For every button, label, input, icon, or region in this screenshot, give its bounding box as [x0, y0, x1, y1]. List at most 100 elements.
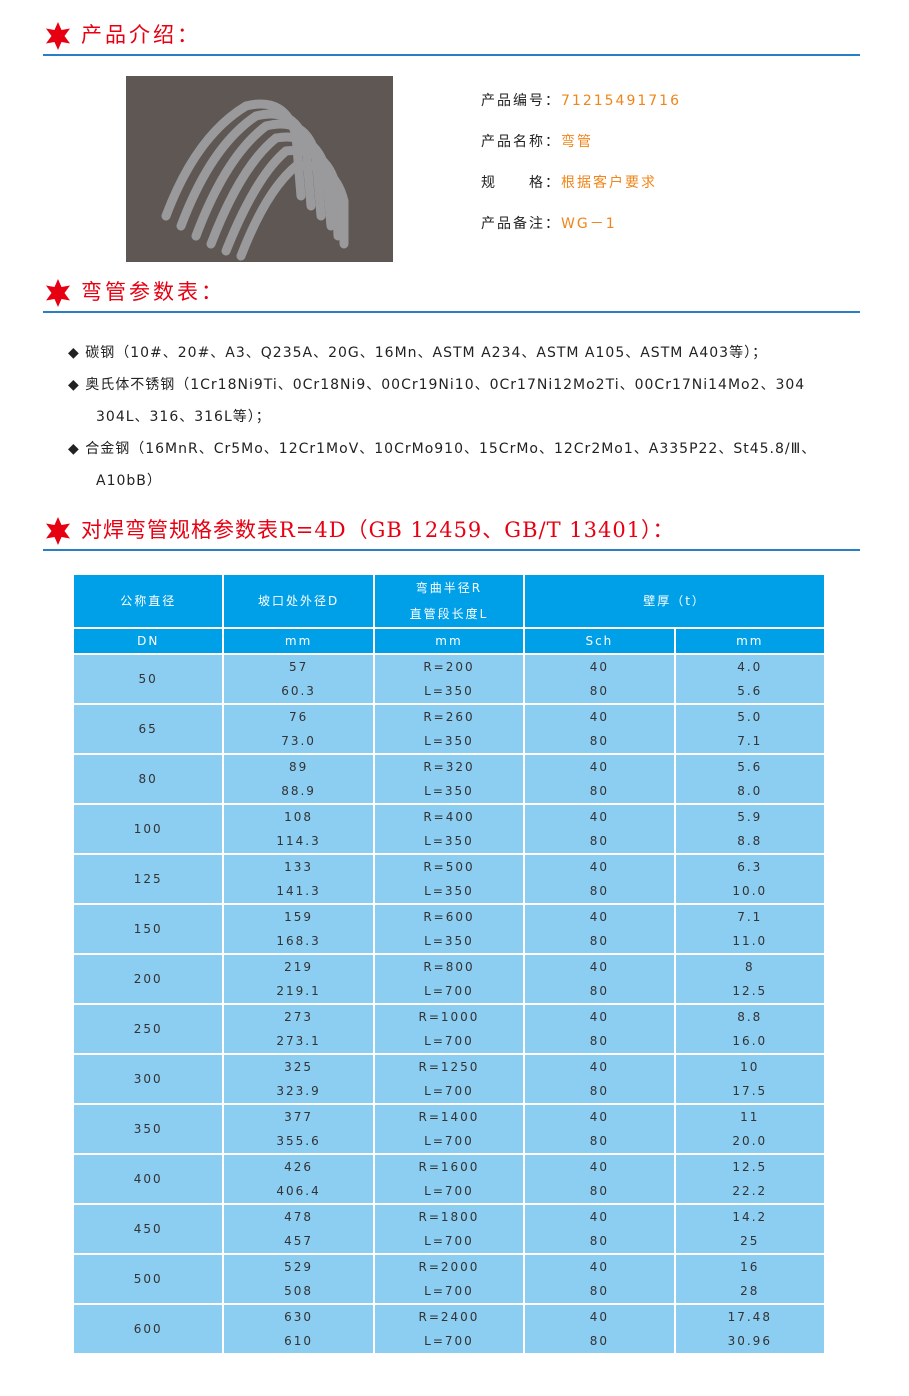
od-1: 478	[284, 1210, 314, 1224]
material-text: 碳钢（10#、20#、A3、Q235A、20G、16Mn、ASTM A234、A…	[85, 345, 768, 361]
od-1: 76	[288, 710, 309, 724]
divider	[43, 54, 860, 56]
unit: mm	[222, 627, 375, 655]
header-radius: 弯曲半径R 直管段长度L	[372, 573, 526, 629]
table-row: 150 159 168.3 R=600 L=350 40 80 7.1 11.0	[71, 903, 827, 955]
od-1: 426	[284, 1160, 314, 1174]
od-1: 159	[284, 910, 314, 924]
cell-sch: 40 80	[523, 1103, 676, 1155]
product-spec-row: 规 格：根据客户要求	[481, 172, 657, 192]
cell-sch: 40 80	[523, 1303, 676, 1355]
label: 产品备注：	[481, 216, 561, 232]
material-item: ◆ 奥氏体不锈钢（1Cr18Ni9Ti、0Cr18Ni9、00Cr19Ni10、…	[68, 377, 806, 393]
thickness-2: 20.0	[732, 1134, 768, 1148]
sch-1: 40	[589, 1260, 609, 1274]
cell-radius: R=320 L=350	[372, 753, 526, 805]
header-dn: 公称直径	[71, 573, 225, 629]
cell-od: 426 406.4	[222, 1153, 375, 1205]
cell-dn: 500	[71, 1253, 225, 1305]
table-row: 350 377 355.6 R=1400 L=700 40 80 11 20.0	[71, 1103, 827, 1155]
thickness-1: 10	[740, 1060, 760, 1074]
od-2: 73.0	[281, 734, 316, 748]
header-length-l: 直管段长度L	[409, 607, 489, 621]
length: L=350	[424, 784, 474, 798]
thickness-1: 12.5	[732, 1160, 768, 1174]
cell-sch: 40 80	[523, 803, 676, 855]
sch-2: 80	[589, 684, 609, 698]
cell-od: 57 60.3	[222, 653, 375, 705]
od-1: 377	[284, 1110, 314, 1124]
od-1: 57	[288, 660, 309, 674]
unit-row: DN mm mm Sch mm	[71, 627, 827, 655]
cell-dn: 450	[71, 1203, 225, 1255]
thickness-2: 17.5	[732, 1084, 768, 1098]
star-icon	[46, 22, 70, 50]
cell-thickness: 8 12.5	[673, 953, 827, 1005]
od-2: 406.4	[276, 1184, 321, 1198]
cell-sch: 40 80	[523, 703, 676, 755]
od-2: 141.3	[276, 884, 321, 898]
material-text-cont: A10bB）	[96, 473, 162, 489]
cell-sch: 40 80	[523, 1053, 676, 1105]
star-icon	[46, 517, 70, 545]
cell-od: 529 508	[222, 1253, 375, 1305]
product-name-row: 产品名称：弯管	[481, 131, 593, 151]
star-icon	[46, 279, 70, 307]
cell-dn: 300	[71, 1053, 225, 1105]
thickness-2: 7.1	[737, 734, 763, 748]
cell-radius: R=2400 L=700	[372, 1303, 526, 1355]
radius: R=1250	[418, 1060, 480, 1074]
thickness-2: 8.0	[737, 784, 763, 798]
cell-thickness: 14.2 25	[673, 1203, 827, 1255]
length: L=350	[424, 684, 474, 698]
thickness-2: 25	[740, 1234, 760, 1248]
cell-dn: 400	[71, 1153, 225, 1205]
material-text: 合金钢（16MnR、Cr5Mo、12Cr1MoV、10CrMo910、15CrM…	[85, 441, 817, 457]
sch-2: 80	[589, 884, 609, 898]
thickness-1: 11	[740, 1110, 760, 1124]
cell-od: 159 168.3	[222, 903, 375, 955]
sch-1: 40	[589, 710, 609, 724]
sch-1: 40	[589, 760, 609, 774]
thickness-1: 8	[744, 960, 755, 974]
cell-od: 273 273.1	[222, 1003, 375, 1055]
cell-dn: 350	[71, 1103, 225, 1155]
section-params: 弯管参数表：	[43, 274, 860, 314]
od-1: 630	[284, 1310, 314, 1324]
sch-2: 80	[589, 834, 609, 848]
radius: R=2000	[418, 1260, 480, 1274]
cell-radius: R=2000 L=700	[372, 1253, 526, 1305]
thickness-1: 5.9	[737, 810, 763, 824]
table-row: 450 478 457 R=1800 L=700 40 80 14.2 25	[71, 1203, 827, 1255]
radius: R=200	[423, 660, 475, 674]
cell-radius: R=500 L=350	[372, 853, 526, 905]
table-row: 600 630 610 R=2400 L=700 40 80 17.48 30.96	[71, 1303, 827, 1355]
table-row: 100 108 114.3 R=400 L=350 40 80 5.9 8.8	[71, 803, 827, 855]
thickness-2: 30.96	[727, 1334, 772, 1348]
cell-radius: R=260 L=350	[372, 703, 526, 755]
thickness-2: 22.2	[732, 1184, 768, 1198]
radius: R=400	[423, 810, 475, 824]
sch-2: 80	[589, 1034, 609, 1048]
radius: R=1000	[418, 1010, 480, 1024]
header-wall: 壁厚（t）	[523, 573, 826, 629]
length: L=700	[424, 1034, 474, 1048]
sch-2: 80	[589, 784, 609, 798]
cell-od: 219 219.1	[222, 953, 375, 1005]
cell-od: 76 73.0	[222, 703, 375, 755]
section-title: 产品介绍：	[81, 23, 201, 47]
sch-2: 80	[589, 1134, 609, 1148]
thickness-2: 10.0	[732, 884, 768, 898]
od-1: 325	[284, 1060, 314, 1074]
radius: R=2400	[418, 1310, 480, 1324]
cell-dn: 50	[71, 653, 225, 705]
od-1: 219	[284, 960, 314, 974]
section-spec: 对焊弯管规格参数表R=4D（GB 12459、GB/T 13401）：	[43, 512, 860, 552]
cell-od: 89 88.9	[222, 753, 375, 805]
table-row: 65 76 73.0 R=260 L=350 40 80 5.0 7.1	[71, 703, 827, 755]
od-2: 273.1	[276, 1034, 321, 1048]
unit: mm	[372, 627, 526, 655]
thickness-1: 6.3	[737, 860, 763, 874]
material-text: 奥氏体不锈钢（1Cr18Ni9Ti、0Cr18Ni9、00Cr19Ni10、0C…	[85, 377, 806, 393]
cell-thickness: 11 20.0	[673, 1103, 827, 1155]
